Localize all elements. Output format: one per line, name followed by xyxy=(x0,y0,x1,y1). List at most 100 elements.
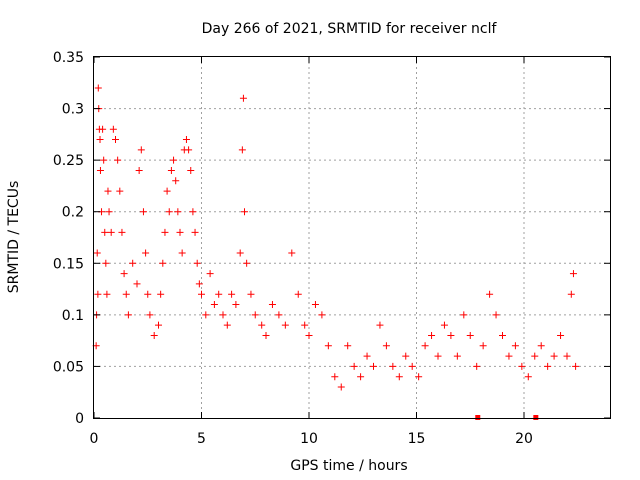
data-point xyxy=(161,228,169,236)
data-point xyxy=(479,342,487,350)
data-point xyxy=(524,373,532,381)
data-point xyxy=(389,362,397,370)
data-point xyxy=(344,342,352,350)
data-point xyxy=(363,352,371,360)
data-point xyxy=(157,290,165,298)
data-point xyxy=(176,228,184,236)
x-tick-label: 0 xyxy=(90,431,99,447)
data-point xyxy=(167,166,175,174)
data-point xyxy=(182,136,190,144)
data-point xyxy=(305,331,313,339)
data-point xyxy=(281,321,289,329)
data-point xyxy=(370,362,377,370)
data-point xyxy=(104,187,112,195)
data-point xyxy=(155,321,162,329)
data-points xyxy=(92,84,580,420)
data-point xyxy=(170,156,178,164)
data-point xyxy=(99,125,107,133)
data-point xyxy=(247,290,255,298)
data-point xyxy=(135,166,143,174)
data-point xyxy=(120,270,128,278)
y-tick-label: 0.2 xyxy=(62,205,84,221)
data-point xyxy=(376,321,384,329)
data-point xyxy=(572,362,580,370)
data-point xyxy=(146,311,154,319)
data-point xyxy=(518,362,526,370)
axis-ticks: 0 5 10 15 20 0 0.05 0.1 0.15 0.2 0.25 0.3 0.35 xyxy=(53,50,610,447)
data-point xyxy=(301,321,309,329)
data-point xyxy=(228,290,236,298)
data-point xyxy=(408,362,416,370)
x-tick-label: 15 xyxy=(408,431,426,447)
data-point xyxy=(258,321,266,329)
data-point xyxy=(275,311,283,319)
data-point xyxy=(206,270,214,278)
data-point xyxy=(103,290,111,298)
data-point xyxy=(118,228,126,236)
data-point xyxy=(109,125,117,133)
data-point xyxy=(537,342,545,350)
data-point xyxy=(96,136,104,144)
data-point xyxy=(172,177,180,185)
y-tick-label: 0.3 xyxy=(62,102,84,118)
data-point xyxy=(159,259,167,267)
data-point xyxy=(251,311,259,319)
y-tick-label: 0.15 xyxy=(53,256,84,272)
data-point xyxy=(191,228,199,236)
data-point xyxy=(268,301,276,309)
data-point xyxy=(174,208,182,216)
data-point xyxy=(93,249,101,257)
data-point xyxy=(499,331,506,339)
data-point xyxy=(415,373,423,381)
data-point xyxy=(193,259,201,267)
data-point xyxy=(453,352,461,360)
data-point xyxy=(428,331,436,339)
data-point xyxy=(466,331,474,339)
data-point xyxy=(198,290,205,298)
data-point xyxy=(505,352,513,360)
data-point xyxy=(94,290,102,298)
data-point xyxy=(350,362,358,370)
data-point xyxy=(223,321,231,329)
data-point xyxy=(114,156,122,164)
y-axis-label: SRMTID / TECUs xyxy=(6,181,22,294)
data-point xyxy=(96,166,104,174)
data-point xyxy=(105,208,113,216)
data-point xyxy=(163,187,171,195)
data-point xyxy=(100,156,108,164)
data-point xyxy=(324,342,332,350)
data-point xyxy=(331,373,339,381)
data-point xyxy=(139,208,147,216)
data-point xyxy=(486,290,494,298)
data-point xyxy=(94,84,102,92)
data-point xyxy=(440,321,448,329)
data-point xyxy=(178,249,186,257)
y-tick-label: 0.25 xyxy=(53,153,84,169)
data-point xyxy=(434,352,442,360)
plot-frame xyxy=(93,56,611,419)
data-point xyxy=(142,249,150,257)
data-point xyxy=(116,187,124,195)
data-point xyxy=(421,342,429,350)
data-point xyxy=(195,280,203,288)
chart-title: Day 266 of 2021, SRMTID for receiver ncl… xyxy=(202,21,498,37)
data-point xyxy=(473,362,481,370)
data-point xyxy=(107,228,115,236)
data-point xyxy=(133,280,141,288)
data-point xyxy=(185,146,193,154)
data-point xyxy=(563,352,571,360)
data-point xyxy=(569,270,577,278)
y-tick-label: 0.05 xyxy=(53,359,84,375)
data-point xyxy=(357,373,365,381)
data-point xyxy=(337,383,345,391)
y-tick-label: 0 xyxy=(75,411,84,427)
x-tick-label: 20 xyxy=(515,431,533,447)
data-point xyxy=(129,259,137,267)
data-point xyxy=(447,331,455,339)
data-point xyxy=(232,301,240,309)
y-tick-label: 0.1 xyxy=(62,308,84,324)
grid-lines xyxy=(94,57,610,418)
data-point xyxy=(243,259,251,267)
data-point xyxy=(395,373,403,381)
